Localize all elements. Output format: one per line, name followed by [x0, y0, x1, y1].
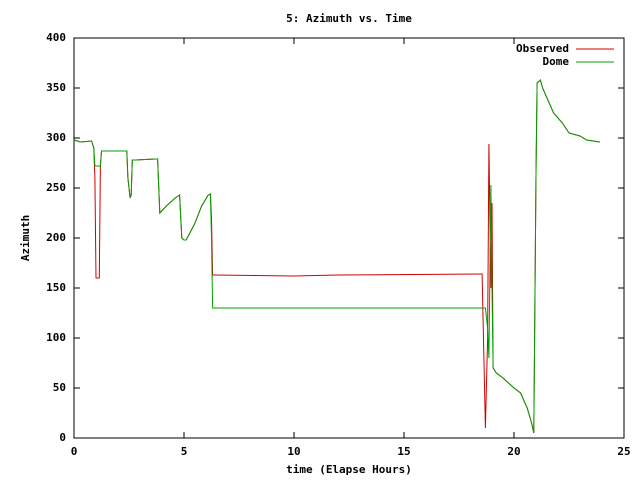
legend-label: Dome	[543, 55, 570, 68]
data-line	[73, 79, 600, 434]
y-axis-label: Azimuth	[19, 215, 32, 261]
x-tick-label: 5	[181, 445, 188, 458]
x-tick-label: 10	[287, 445, 300, 458]
x-tick-label: 15	[397, 445, 410, 458]
y-tick-label: 300	[46, 131, 66, 144]
y-tick-label: 50	[53, 381, 66, 394]
x-tick-label: 0	[71, 445, 78, 458]
y-tick-label: 250	[46, 181, 66, 194]
legend-label: Observed	[516, 42, 569, 55]
y-tick-label: 350	[46, 81, 66, 94]
y-tick-label: 150	[46, 281, 66, 294]
x-tick-label: 25	[617, 445, 630, 458]
y-tick-label: 200	[46, 231, 66, 244]
x-axis-label: time (Elapse Hours)	[286, 463, 412, 476]
x-tick-label: 20	[507, 445, 520, 458]
y-tick-label: 100	[46, 331, 66, 344]
data-line	[73, 79, 600, 434]
chart-title: 5: Azimuth vs. Time	[286, 12, 412, 25]
y-tick-label: 400	[46, 31, 66, 44]
y-tick-label: 0	[59, 431, 66, 444]
plot-frame	[73, 37, 625, 439]
